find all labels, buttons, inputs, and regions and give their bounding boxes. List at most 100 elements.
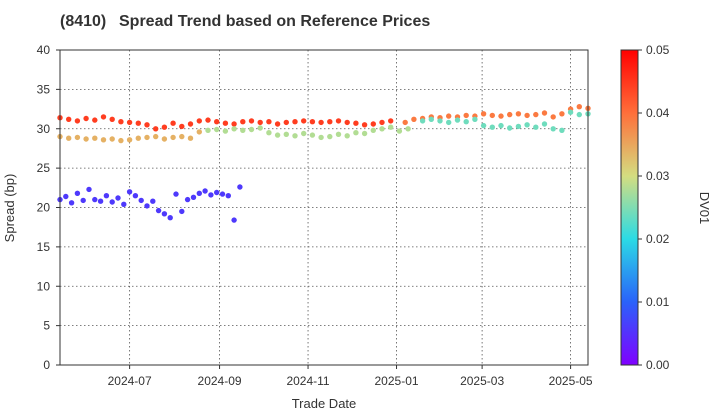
y-tick-label: 0	[43, 358, 50, 372]
data-point	[231, 121, 237, 127]
data-point	[92, 117, 98, 123]
data-point	[167, 215, 173, 221]
data-point	[248, 118, 255, 124]
data-point	[318, 119, 324, 126]
data-point	[126, 189, 133, 195]
data-point	[419, 118, 426, 124]
colorbar-tick-label: 0.05	[646, 43, 670, 57]
data-point	[144, 203, 150, 209]
data-point	[208, 192, 214, 198]
data-point	[115, 195, 121, 201]
data-point	[138, 197, 144, 204]
y-tick-label: 30	[37, 122, 51, 136]
data-point	[402, 119, 408, 126]
data-point	[576, 104, 582, 110]
data-point	[222, 120, 229, 126]
data-point	[353, 120, 359, 126]
data-point	[559, 127, 565, 133]
data-point	[515, 111, 522, 117]
data-point	[335, 131, 342, 137]
x-axis-label: Trade Date	[292, 396, 357, 411]
data-point	[66, 135, 72, 141]
data-point	[205, 117, 211, 123]
data-point	[202, 188, 208, 194]
data-point	[109, 136, 115, 142]
data-point	[153, 133, 159, 140]
data-point	[161, 211, 168, 217]
data-point	[86, 186, 92, 193]
data-point	[150, 198, 156, 204]
y-axis-ticks: 0 5 10 15 20 25 30 35 40	[37, 43, 60, 372]
data-point	[396, 128, 403, 134]
y-tick-label: 5	[43, 319, 50, 333]
data-point	[489, 124, 495, 130]
data-point	[187, 135, 194, 141]
data-point	[437, 118, 443, 124]
data-point	[118, 137, 124, 144]
data-point	[135, 135, 141, 141]
data-point	[327, 133, 333, 140]
data-point	[214, 189, 220, 196]
data-point	[567, 109, 574, 115]
colorbar-label: DV01	[697, 192, 712, 225]
data-point	[489, 112, 495, 119]
data-point	[283, 119, 289, 126]
data-point	[248, 126, 255, 133]
colorbar-tick-label: 0.02	[646, 232, 670, 246]
grid-lines	[60, 50, 588, 365]
data-point	[63, 193, 69, 200]
data-point	[541, 121, 548, 127]
data-point	[196, 118, 202, 124]
data-point	[524, 112, 530, 119]
y-tick-label: 10	[37, 279, 51, 293]
x-axis-ticks: 2024-07 2024-09 2024-11 2025-01 2025-03 2025-…	[108, 365, 593, 388]
data-point	[335, 118, 342, 124]
chart-header: (8410) Spread Trend based on Reference P…	[60, 13, 430, 30]
data-point	[144, 122, 150, 128]
data-point	[283, 131, 289, 137]
data-point	[109, 116, 115, 123]
data-point	[214, 119, 220, 125]
data-point	[361, 130, 368, 137]
data-point	[109, 199, 115, 205]
data-point	[118, 119, 124, 125]
data-point	[446, 113, 452, 119]
data-point	[231, 217, 237, 223]
x-tick-label: 2024-11	[286, 374, 329, 388]
data-point	[454, 117, 461, 123]
data-point	[428, 116, 434, 123]
data-point	[301, 130, 307, 137]
data-point	[135, 120, 141, 126]
data-point	[498, 122, 504, 129]
data-point	[190, 194, 197, 200]
chart-title: Spread Trend based on Reference Prices	[119, 13, 430, 30]
data-point	[576, 111, 582, 118]
x-tick-label: 2025-01	[375, 374, 419, 388]
data-point	[173, 191, 179, 197]
data-point	[274, 132, 281, 138]
data-point	[155, 207, 162, 214]
data-point	[388, 118, 394, 124]
data-point	[66, 116, 72, 123]
data-point	[472, 116, 478, 123]
x-tick-label: 2025-03	[460, 374, 504, 388]
data-point	[446, 119, 452, 126]
data-point	[225, 193, 231, 199]
data-point	[187, 121, 194, 127]
colorbar-tick-label: 0.01	[646, 295, 670, 309]
data-point	[83, 115, 89, 122]
data-point	[161, 136, 168, 142]
data-point	[292, 119, 298, 125]
data-point	[179, 208, 185, 215]
data-point	[132, 193, 139, 199]
data-point	[92, 196, 98, 203]
data-point	[184, 196, 191, 203]
data-point	[274, 121, 281, 127]
colorbar-tick-label: 0.00	[646, 358, 670, 372]
data-point	[126, 137, 133, 143]
data-point	[309, 132, 316, 138]
data-point	[196, 190, 202, 196]
y-tick-label: 15	[37, 240, 51, 254]
data-point	[240, 127, 246, 133]
